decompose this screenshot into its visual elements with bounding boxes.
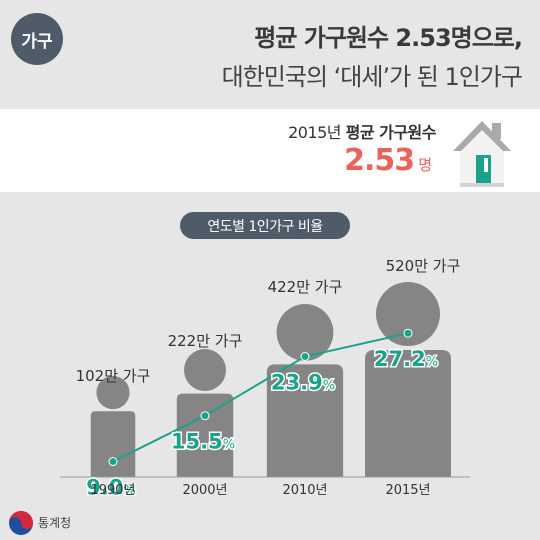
chart-title: 연도별 1인가구 비율 bbox=[180, 212, 350, 239]
x-tick-label: 2000년 bbox=[182, 483, 227, 498]
average-number: 2.53 bbox=[344, 143, 415, 178]
headline: 평균 가구원수 2.53명으로, bbox=[254, 24, 523, 52]
x-tick-label: 2010년 bbox=[282, 483, 327, 498]
average-label-prefix: 2015년 bbox=[288, 123, 346, 142]
household-label: 520만 가구 bbox=[386, 257, 461, 275]
average-value: 2.53 명 bbox=[344, 143, 432, 178]
data-label-unit: % bbox=[123, 484, 135, 499]
household-label: 222만 가구 bbox=[168, 332, 243, 350]
house-icon bbox=[453, 121, 511, 187]
x-tick-label: 2015년 bbox=[385, 483, 430, 498]
data-point bbox=[200, 411, 210, 421]
household-label: 422만 가구 bbox=[268, 278, 343, 296]
data-label-unit: % bbox=[223, 438, 235, 453]
data-point bbox=[300, 352, 310, 362]
data-point bbox=[403, 328, 413, 338]
category-badge: 가구 bbox=[11, 13, 63, 65]
x-tick-label: 1990년 bbox=[90, 483, 135, 498]
ratio-line bbox=[112, 332, 409, 463]
data-point bbox=[108, 457, 118, 467]
data-label: 9.0% bbox=[86, 476, 136, 500]
logo-text: 통계청 bbox=[38, 516, 72, 530]
data-label-unit: % bbox=[323, 379, 335, 394]
person-head-icon bbox=[96, 376, 130, 410]
person-body-icon bbox=[266, 364, 344, 477]
data-label-unit: % bbox=[426, 355, 438, 370]
average-unit: 명 bbox=[418, 156, 432, 174]
logo-icon bbox=[9, 511, 33, 535]
average-label: 2015년 평균 가구원수 bbox=[288, 119, 436, 143]
person-body-icon bbox=[176, 393, 234, 477]
person-body-icon bbox=[365, 350, 451, 477]
person-head-icon bbox=[184, 349, 226, 392]
average-panel bbox=[0, 109, 540, 192]
household-label: 102만 가구 bbox=[76, 367, 151, 385]
subheadline: 대한민국의 ‘대세’가 된 1인가구 bbox=[221, 63, 523, 91]
average-label-bold: 평균 가구원수 bbox=[345, 123, 437, 142]
person-body-icon bbox=[90, 411, 136, 477]
person-head-icon bbox=[276, 304, 334, 361]
person-head-icon bbox=[376, 282, 440, 346]
